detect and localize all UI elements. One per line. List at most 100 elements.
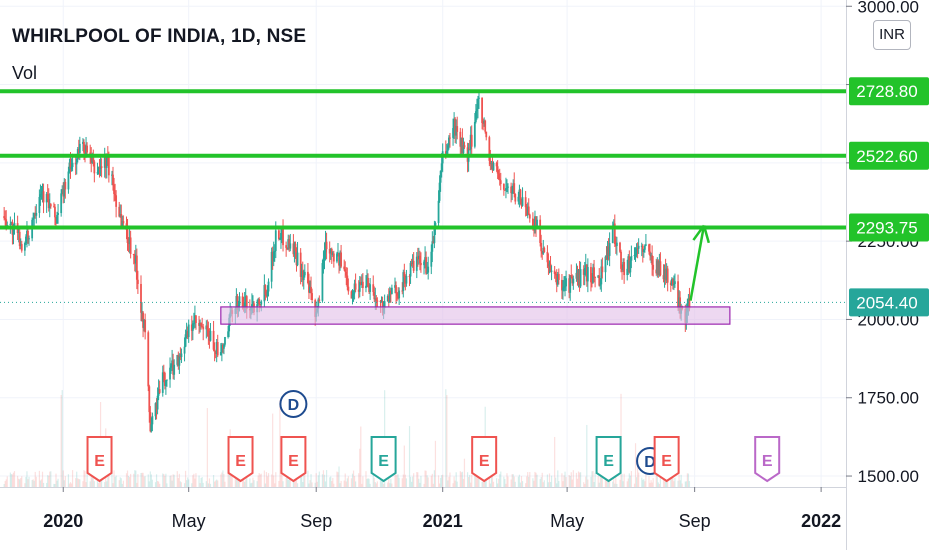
- volume-bar: [576, 478, 579, 487]
- candle-body: [100, 166, 103, 168]
- volume-bar: [215, 480, 217, 487]
- volume-bar: [532, 478, 534, 487]
- candle-body: [266, 291, 269, 296]
- candle-body: [281, 227, 283, 234]
- volume-bar: [558, 481, 560, 487]
- candle-body: [89, 152, 92, 154]
- volume-bar: [525, 483, 527, 487]
- volume-bar: [5, 479, 7, 487]
- candle-body: [156, 395, 159, 410]
- volume-bar: [118, 480, 120, 487]
- candle-body: [265, 294, 268, 296]
- volume-bar: [655, 470, 657, 487]
- volume-bar: [629, 475, 631, 487]
- volume-bar: [591, 471, 593, 487]
- candle-body: [201, 326, 204, 328]
- volume-bar: [383, 483, 385, 487]
- volume-bar: [41, 471, 44, 487]
- candle-body: [199, 322, 201, 326]
- volume-bar: [409, 476, 412, 487]
- volume-bar: [244, 481, 246, 487]
- candle-body: [420, 262, 422, 266]
- volume-bar: [39, 480, 42, 487]
- candle-body: [541, 251, 544, 254]
- candle-body: [666, 268, 669, 283]
- candle-body: [208, 336, 211, 341]
- candle-body: [209, 330, 212, 341]
- volume-bar: [220, 474, 222, 487]
- volume-bar: [597, 476, 599, 487]
- volume-bar: [62, 470, 64, 487]
- volume-bar: [649, 482, 651, 487]
- candle-body: [415, 256, 418, 271]
- volume-bar: [106, 481, 108, 487]
- volume-bar: [554, 436, 556, 487]
- volume-bar: [593, 481, 595, 487]
- volume-bar: [176, 471, 178, 487]
- x-tick-label: Sep: [679, 511, 711, 531]
- candle-body: [258, 299, 261, 305]
- volume-bar: [246, 474, 248, 487]
- volume-bar: [546, 474, 549, 487]
- volume-bar: [338, 466, 340, 487]
- candle-body: [205, 325, 208, 330]
- volume-bar: [25, 476, 27, 487]
- volume-bar: [394, 470, 396, 487]
- volume-bar: [234, 477, 236, 487]
- candle-body: [615, 242, 618, 247]
- volume-bar: [562, 481, 564, 487]
- volume-bar: [208, 478, 211, 487]
- candle-body: [577, 270, 580, 280]
- candle-body: [390, 287, 393, 294]
- candle-body: [601, 266, 604, 273]
- candle-body: [321, 263, 324, 301]
- volume-bar: [604, 480, 607, 487]
- volume-bar: [19, 479, 21, 487]
- candle-body: [141, 312, 143, 314]
- volume-bar: [651, 482, 653, 487]
- volume-bar: [134, 470, 136, 487]
- candle-body: [592, 267, 594, 283]
- volume-bar: [510, 479, 512, 487]
- candle-body: [379, 300, 382, 303]
- candle-body: [279, 238, 281, 240]
- candle-body: [311, 293, 313, 301]
- volume-bar: [329, 477, 331, 487]
- candle-body: [491, 163, 494, 171]
- candle-body: [54, 206, 56, 218]
- candle-body: [26, 230, 28, 237]
- volume-bar: [21, 476, 23, 487]
- volume-bar: [257, 475, 259, 487]
- volume-bar: [686, 473, 688, 487]
- candle-body: [257, 299, 260, 305]
- volume-bar: [630, 471, 632, 487]
- volume-bar: [533, 480, 535, 487]
- candle-body: [642, 249, 645, 252]
- candle-body: [324, 241, 327, 253]
- candle-body: [134, 255, 137, 264]
- candle-body: [207, 329, 210, 337]
- volume-bar: [4, 481, 6, 487]
- volume-bar: [79, 479, 81, 487]
- candle-body: [482, 123, 485, 125]
- volume-bar: [397, 474, 399, 487]
- volume-bar: [614, 483, 616, 487]
- earnings-marker: [595, 436, 622, 483]
- candle-body: [430, 251, 433, 267]
- volume-bar: [339, 483, 341, 487]
- volume-bar: [507, 476, 509, 487]
- volume-bar: [195, 473, 197, 487]
- candle-body: [264, 285, 267, 295]
- candle-body: [518, 189, 521, 197]
- candle-body: [651, 255, 654, 265]
- candle-body: [45, 193, 48, 203]
- candle-body: [126, 229, 129, 243]
- volume-bar: [337, 472, 339, 487]
- dividend-marker-label: D: [288, 397, 300, 414]
- candle-body: [550, 270, 553, 272]
- candle-body: [267, 281, 270, 292]
- currency-button[interactable]: INR: [873, 20, 911, 50]
- candle-body: [245, 296, 248, 309]
- volume-bar: [267, 473, 270, 487]
